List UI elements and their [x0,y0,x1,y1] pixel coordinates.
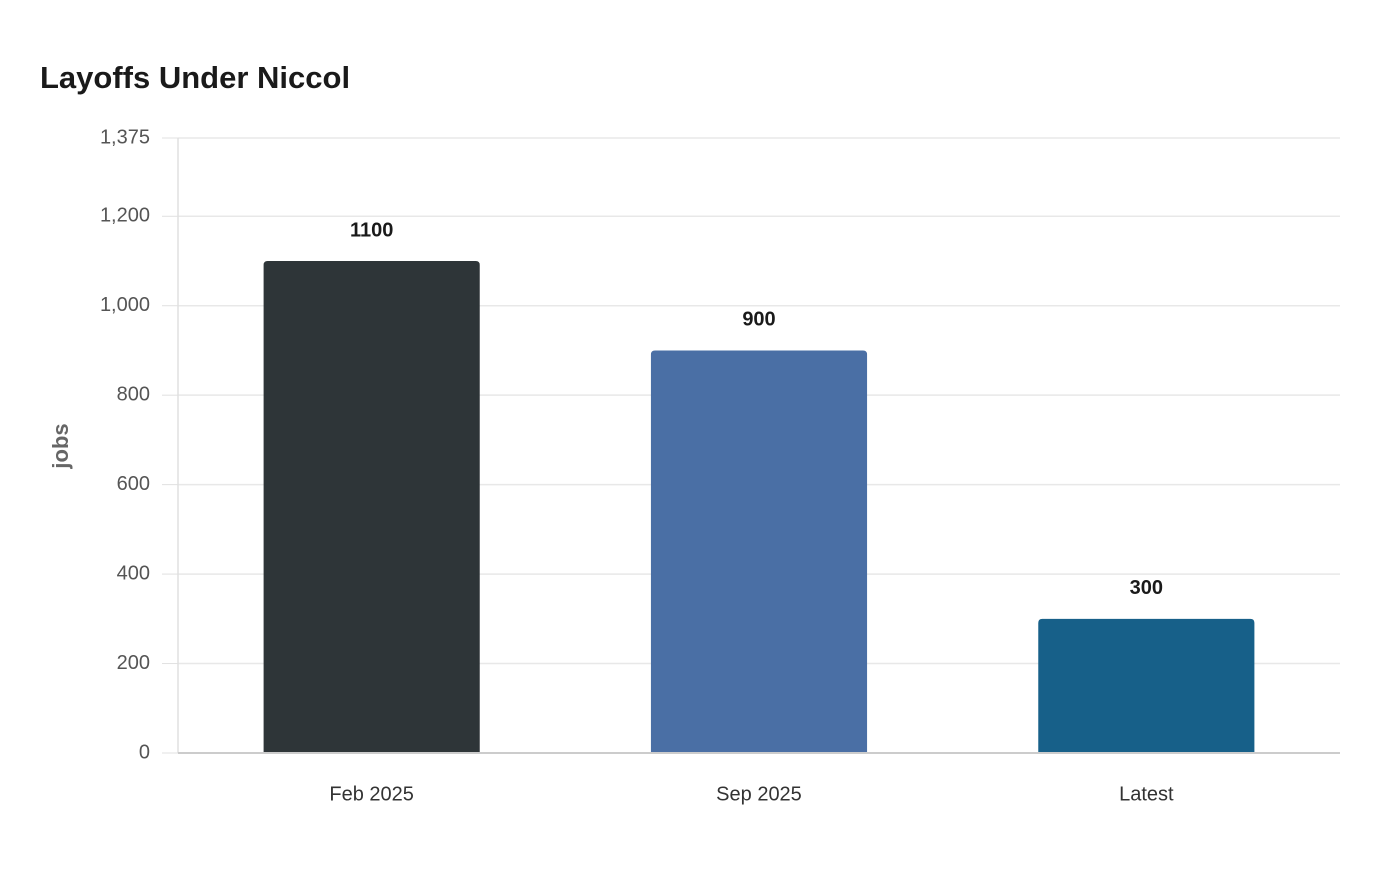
y-axis-label: jobs [48,423,73,469]
y-tick-label: 1,200 [100,205,150,227]
x-tick-label: Sep 2025 [716,783,802,805]
y-tick-label: 1,000 [100,294,150,316]
y-tick-label: 800 [117,383,150,405]
y-tick-label: 200 [117,652,150,674]
y-tick-label: 0 [139,741,150,763]
bar [1038,618,1255,753]
y-tick-label: 400 [117,562,150,584]
y-tick-label: 1,375 [100,126,150,148]
y-tick-label: 600 [117,473,150,495]
x-tick-label: Latest [1119,783,1174,805]
data-label: 1100 [350,219,393,241]
x-tick-label: Feb 2025 [329,783,414,805]
data-label: 900 [742,309,775,331]
bar [650,350,868,753]
data-label: 300 [1130,577,1163,599]
chart-title: Layoffs Under Niccol [40,60,350,95]
bar [263,261,480,753]
